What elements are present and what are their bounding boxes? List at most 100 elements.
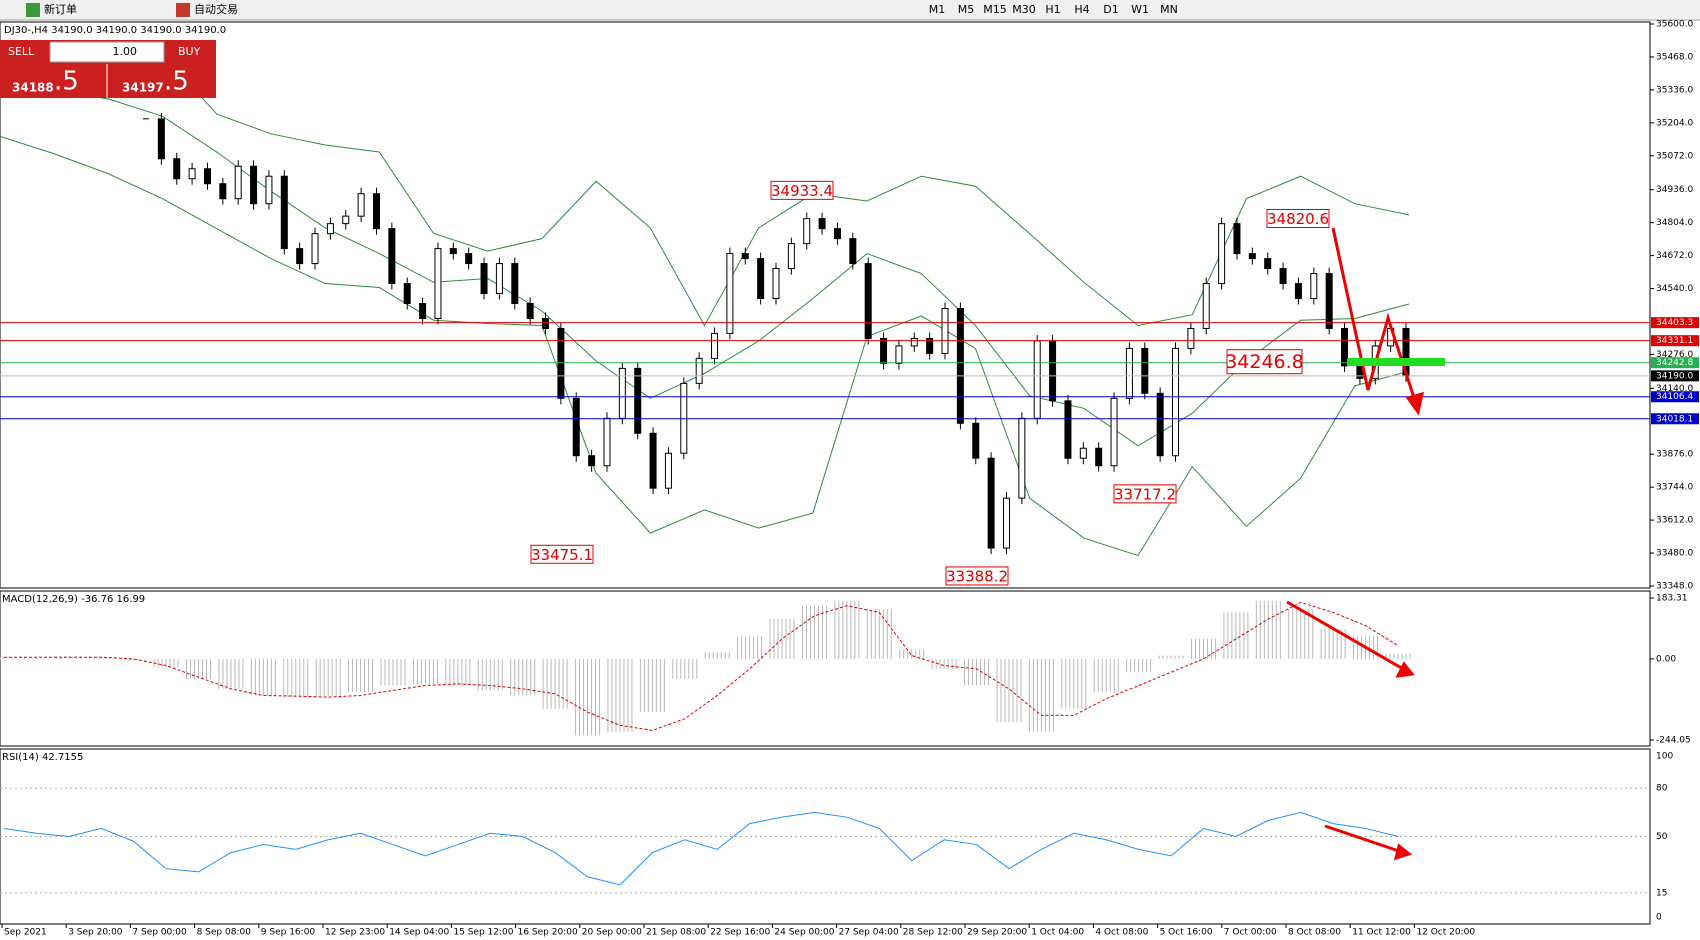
level-label: 34331.1 [1656,336,1693,346]
time-label: 5 Oct 16:00 [1160,928,1213,938]
candle [480,263,488,295]
auto-trading-icon[interactable] [176,3,190,17]
macd-chart: 183.31 0.00 -244.05 [0,594,1691,746]
timeframe[interactable]: H4 [1074,3,1089,16]
candle [311,233,319,265]
bollinger-upper [0,53,1410,327]
time-label: Sep 2021 [4,928,47,938]
annotation-box [770,180,834,200]
candle [1218,223,1226,285]
timeframe[interactable]: M1 [929,3,946,16]
bid-frac[interactable]: .5 [54,67,79,97]
level-label: 34018.1 [1656,414,1693,424]
timeframe[interactable]: MN [1160,3,1178,16]
candle [787,243,795,270]
price-tick-label: 33480.0 [1656,549,1693,559]
candle [972,422,980,459]
ask-main[interactable]: 34197 [122,81,164,95]
candle [941,307,949,354]
symbol-info: DJ30-,H4 34190.0 34190.0 34190.0 34190.0 [4,25,226,36]
candle [1049,340,1057,402]
annotation: 33717.2 [1114,485,1176,503]
rsi-label: RSI(14) 42.7155 [2,752,83,763]
candle [265,175,273,205]
price-tick-label: 33744.0 [1656,483,1693,493]
candle [1110,397,1118,467]
candle [1018,417,1026,499]
time-label: 11 Oct 12:00 [1352,928,1411,938]
time-label: 15 Sep 12:00 [453,928,513,938]
candle [234,165,242,200]
candle [434,248,442,319]
rsi-line [3,811,1399,886]
candle [1095,447,1103,467]
auto-trading[interactable]: 自动交易 [194,2,238,16]
lots[interactable]: 1.00 [113,45,138,58]
candle [1325,273,1333,329]
price-tick-label: 34804.0 [1656,218,1693,228]
candle [188,168,196,180]
candle [572,397,580,457]
macd-arrow [1286,600,1406,672]
timeframe[interactable]: H1 [1045,3,1060,16]
time-label: 20 Sep 00:00 [582,928,642,938]
level-label: 34403.3 [1656,318,1693,328]
time-label: 7 Sep 00:00 [132,928,187,938]
candle [987,457,995,549]
macd-tick-label: 183.31 [1656,594,1688,604]
timeframe[interactable]: M5 [958,3,975,16]
time-label: 27 Sep 04:00 [839,928,899,938]
timeframe[interactable]: M15 [983,3,1007,16]
candle [818,218,826,230]
candle [1033,340,1041,419]
level-label: 34190.0 [1656,371,1693,381]
buy-button[interactable]: BUY [178,45,201,58]
candle [1202,283,1210,329]
candle [741,253,749,260]
time-label: 29 Sep 20:00 [967,928,1027,938]
candle [403,283,411,305]
time-label: 24 Sep 00:00 [774,928,834,938]
time-label: 8 Oct 08:00 [1288,928,1341,938]
level-tag [1651,335,1699,347]
candle [849,238,857,265]
candle [1264,258,1272,270]
candle [157,118,165,160]
candle [511,263,519,305]
new-order-icon[interactable] [26,3,40,17]
candle [956,307,964,424]
candle [388,228,396,285]
ask-frac[interactable]: .5 [164,67,189,97]
candle [1002,497,1010,549]
candle [280,175,288,250]
sell-button[interactable]: SELL [8,45,35,58]
timeframe[interactable]: W1 [1131,3,1149,16]
candle [664,452,672,489]
price-tick-label: 35072.0 [1656,151,1693,161]
level-label: 34242.8 [1656,358,1693,368]
lots-box[interactable] [49,41,165,63]
candle [864,263,872,339]
level-tag [1651,391,1699,403]
price-tick-label: 35336.0 [1656,85,1693,95]
timeframe[interactable]: D1 [1103,3,1118,16]
candle [1233,223,1241,255]
candle [1294,283,1302,300]
main-chart: 35600.0 35468.0 35336.0 35204.0 35072.0 34936… [0,20,1699,592]
annotation-box [1113,484,1177,504]
new-order[interactable]: 新订单 [44,2,77,16]
candle [726,253,734,334]
rsi-tick-label: 15 [1656,888,1667,898]
rsi-tick-label: 0 [1656,913,1662,923]
level-tag [1651,317,1699,329]
timeframe[interactable]: M30 [1012,3,1036,16]
candle [419,303,427,319]
bid-main[interactable]: 34188 [12,81,54,95]
candle [603,417,611,467]
candle [219,183,227,200]
time-label: 4 Oct 08:00 [1095,928,1148,938]
price-tick-label: 35204.0 [1656,118,1693,128]
candle [326,223,334,235]
time-label: 12 Sep 23:00 [325,928,385,938]
candle [634,367,642,434]
